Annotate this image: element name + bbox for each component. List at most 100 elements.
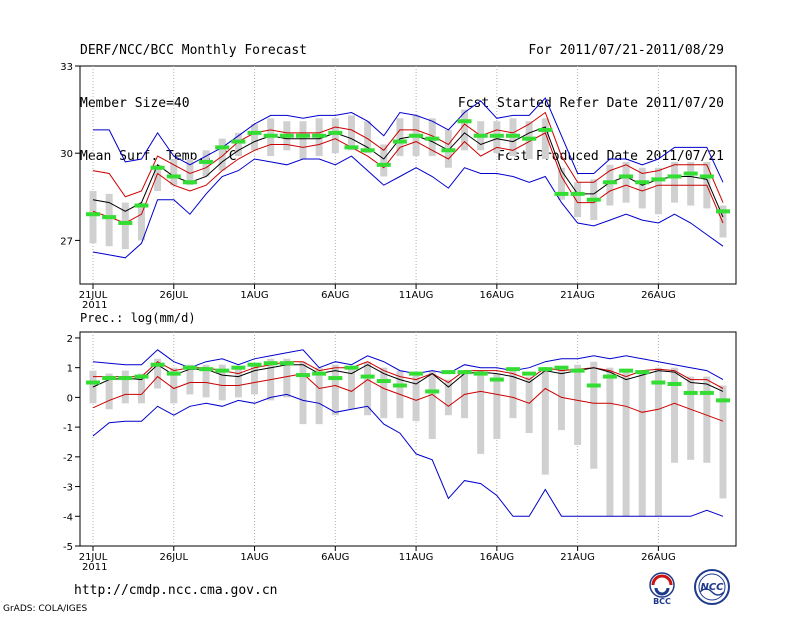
spread-bar — [331, 364, 339, 416]
ncc-logo-text: NCC — [700, 582, 724, 593]
series-line-upper — [93, 361, 724, 389]
series-line-min — [92, 155, 724, 259]
x-tick-label: 26JUL — [159, 552, 188, 563]
series-line-max — [92, 349, 724, 381]
observed-marker — [376, 379, 391, 384]
observed-marker — [134, 374, 149, 379]
spread-bar — [638, 370, 646, 517]
y-tick-label: -2 — [63, 453, 73, 464]
spread-bar — [493, 373, 501, 439]
observed-marker — [570, 191, 585, 196]
spread-bar — [154, 358, 162, 389]
observed-marker — [586, 383, 601, 388]
spread-bar — [186, 159, 194, 186]
header-right: For 2011/07/21-2011/08/29 Fcst Started R… — [458, 11, 724, 186]
plot-frame — [79, 331, 737, 547]
spread-bar — [687, 161, 695, 206]
forecast-produced-date: Fcst Produced Date 2011/07/21 — [497, 149, 724, 164]
member-size-label: Member Size=40 — [80, 96, 190, 111]
observed-marker — [586, 197, 601, 202]
x-tick-label: 1AUG — [240, 552, 268, 563]
spread-bar — [541, 118, 549, 160]
x-tick-label: 1AUG — [240, 290, 268, 301]
y-tick-label: -1 — [63, 423, 73, 434]
observed-marker — [328, 376, 343, 381]
spread-bar — [654, 367, 662, 517]
observed-marker — [409, 371, 424, 376]
y-tick-label: 27 — [60, 236, 73, 247]
spread-bar — [218, 364, 226, 401]
observed-marker — [522, 136, 537, 141]
spread-bar — [105, 193, 113, 247]
observed-marker — [134, 203, 149, 208]
observed-marker — [263, 133, 278, 138]
observed-marker — [699, 390, 714, 395]
spread-bar — [251, 124, 259, 151]
spread-bar — [364, 361, 372, 416]
series-line-mean — [92, 126, 724, 218]
spread-bar — [590, 361, 598, 469]
spread-bar — [170, 367, 178, 404]
observed-marker — [473, 133, 488, 138]
observed-marker — [667, 174, 682, 179]
spread-bar — [315, 367, 323, 425]
spread-bar — [121, 202, 129, 250]
spread-bar — [509, 370, 517, 419]
observed-marker — [392, 139, 407, 144]
x-year-label: 2011 — [82, 300, 107, 311]
observed-marker — [231, 365, 246, 370]
observed-marker — [182, 365, 197, 370]
spread-bar — [719, 385, 727, 499]
spread-bar — [461, 109, 469, 151]
observed-marker — [150, 165, 165, 170]
x-tick-label: 21JUL — [79, 552, 108, 563]
x-tick-label: 21AUG — [560, 290, 595, 301]
observed-marker — [457, 370, 472, 375]
x-tick-label: 11AUG — [399, 552, 434, 563]
observed-marker — [376, 162, 391, 167]
spread-bar — [574, 364, 582, 445]
x-tick-label: 6AUG — [321, 290, 349, 301]
x-tick-label: 21JUL — [79, 290, 108, 301]
spread-bar — [299, 361, 307, 425]
y-tick-label: 1 — [67, 364, 73, 375]
observed-marker — [279, 133, 294, 138]
observed-marker — [102, 376, 117, 381]
spread-bar — [234, 367, 242, 398]
spread-bar — [186, 364, 194, 395]
spread-bar — [105, 373, 113, 410]
website-url[interactable]: http://cmdp.ncc.cma.gov.cn — [74, 583, 278, 598]
plot-frame — [79, 65, 737, 285]
x-tick-label: 21AUG — [560, 552, 595, 563]
spread-bar — [218, 138, 226, 171]
chart-panel-2: -5 -4 -3 -2 -1 0 1 2 21JUL 26JUL 1AUG 6AUG 11AUG 16AU… — [63, 311, 737, 573]
observed-marker — [570, 368, 585, 373]
x-tick-label: 16AUG — [480, 552, 515, 563]
observed-marker — [716, 209, 730, 214]
observed-marker — [425, 136, 440, 141]
observed-marker — [619, 174, 634, 179]
observed-marker — [602, 374, 617, 379]
observed-marker — [425, 389, 440, 394]
observed-marker — [360, 374, 375, 379]
observed-marker — [635, 370, 650, 375]
spread-bar — [671, 161, 679, 203]
observed-marker — [506, 133, 520, 138]
x-tick-label: 6AUG — [321, 552, 349, 563]
observed-marker — [651, 177, 666, 182]
observed-marker — [296, 373, 310, 378]
observed-marker — [635, 180, 650, 185]
observed-marker — [392, 383, 407, 388]
observed-marker — [312, 371, 327, 376]
spread-bar — [444, 379, 452, 416]
observed-marker — [312, 133, 327, 138]
observed-marker — [150, 362, 165, 367]
observed-marker — [215, 145, 230, 150]
observed-marker — [118, 220, 133, 225]
x-tick-label: 16AUG — [480, 290, 515, 301]
spread-bar — [622, 370, 630, 517]
spread-bar — [347, 367, 355, 410]
observed-marker — [247, 130, 262, 135]
precip-panel-title: Prec.: log(mm/d) — [80, 311, 196, 325]
